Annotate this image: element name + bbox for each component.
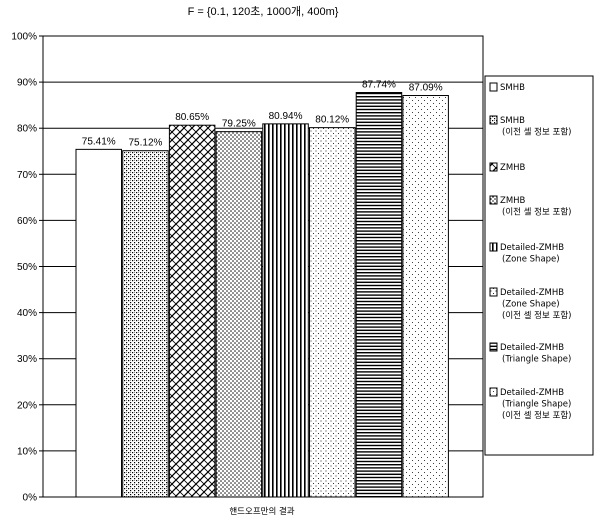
legend-label: (Triangle Shape) <box>502 400 571 410</box>
legend-swatch <box>489 342 498 352</box>
legend-swatch <box>489 242 498 252</box>
y-tick-label: 90% <box>17 78 37 89</box>
legend-label: (이전 셀 정보 포함) <box>502 310 571 321</box>
data-label: 87.74% <box>362 80 396 91</box>
legend-swatch <box>489 287 498 297</box>
legend-label: ZMHB <box>500 196 526 206</box>
y-tick-label: 60% <box>17 216 37 227</box>
y-tick-label: 50% <box>17 262 37 273</box>
data-label: 75.12% <box>128 138 162 149</box>
y-axis: 0% 10% 20% 30% 40% 50% 60% 70% 80% 90% 100% <box>11 32 43 504</box>
legend-box <box>484 75 594 456</box>
data-labels: 75.41% 75.12% 80.65% 79.25% 80.94% 80.12% 87.7… <box>82 80 443 149</box>
y-tick-label: 40% <box>17 308 37 319</box>
legend-label: Detailed-ZMHB <box>500 288 564 298</box>
bar <box>355 92 403 498</box>
legend-label: SMHB <box>500 116 525 126</box>
bar <box>75 148 122 498</box>
legend-swatch <box>489 82 498 92</box>
bar <box>402 95 449 498</box>
y-tick-label: 0% <box>23 493 38 504</box>
legend-label: ZMHB <box>500 163 526 173</box>
legend-label: (Zone Shape) <box>502 255 560 265</box>
bar <box>309 127 356 498</box>
bar <box>215 131 263 498</box>
legend-swatch <box>489 195 498 205</box>
legend-label: (이전 셀 정보 포함) <box>502 410 571 421</box>
y-tick-label: 70% <box>17 170 37 181</box>
legend-swatch <box>489 115 498 125</box>
data-label: 87.09% <box>409 83 443 94</box>
bar <box>168 124 216 498</box>
legend-label: Detailed-ZMHB <box>500 343 564 353</box>
legend-label: Detailed-ZMHB <box>500 243 564 253</box>
legend-label: (Triangle Shape) <box>502 355 571 365</box>
y-tick-label: 20% <box>17 400 37 411</box>
y-tick-label: 10% <box>17 446 37 457</box>
chart-title: F = {0.1, 120초, 1000개, 400m} <box>188 5 339 18</box>
y-tick-label: 30% <box>17 354 37 365</box>
y-tick-label: 80% <box>17 124 37 135</box>
bars <box>75 92 449 498</box>
x-axis-label: 핸드오프만의 결과 <box>229 506 294 517</box>
plot-area-frame <box>42 35 484 498</box>
data-label: 79.25% <box>222 119 256 130</box>
data-label: 80.12% <box>315 115 349 126</box>
legend-label: Detailed-ZMHB <box>500 388 564 398</box>
y-tick-label: 100% <box>11 32 37 43</box>
legend-swatch <box>489 162 498 172</box>
legend-label: (이전 셀 정보 포함) <box>502 127 571 138</box>
data-label: 75.41% <box>82 136 116 147</box>
data-label: 80.65% <box>175 112 209 123</box>
bar <box>122 150 169 498</box>
data-label: 80.94% <box>269 111 303 122</box>
legend-label: (Zone Shape) <box>502 300 560 310</box>
legend-label: (이전 셀 정보 포함) <box>502 207 571 218</box>
bar <box>262 123 309 498</box>
legend-swatch <box>489 387 498 397</box>
legend-label: SMHB <box>500 83 525 93</box>
